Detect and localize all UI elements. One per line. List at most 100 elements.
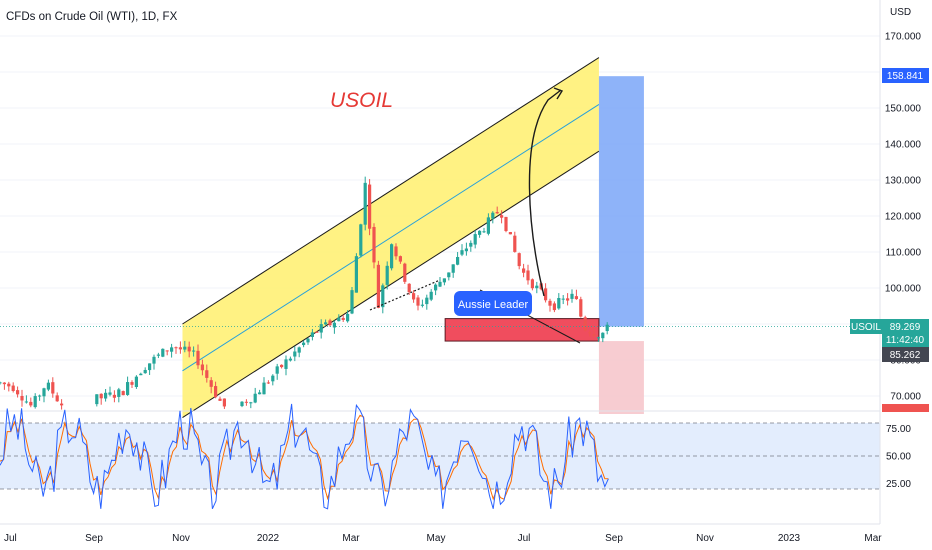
- time-tick-label: 2023: [778, 533, 801, 544]
- candle-up: [46, 382, 50, 390]
- rsi-pane: [0, 403, 880, 510]
- price-tick-label: 120.000: [885, 212, 922, 223]
- candle-down: [11, 385, 15, 391]
- candle-down: [517, 253, 521, 267]
- candle-down: [29, 401, 33, 406]
- candle-up: [332, 322, 336, 328]
- candle-up: [0, 382, 2, 384]
- target-price-text: 158.841: [887, 71, 924, 82]
- candle-up: [491, 212, 495, 219]
- candle-up: [293, 351, 297, 357]
- candle-down: [579, 299, 583, 317]
- candle-up: [354, 256, 358, 293]
- candle-up: [33, 396, 37, 408]
- candle-down: [574, 296, 578, 300]
- candle-up: [183, 346, 187, 350]
- candle-up: [350, 290, 354, 314]
- candle-up: [253, 393, 257, 403]
- candle-down: [121, 391, 125, 396]
- candle-down: [174, 347, 178, 349]
- candle-up: [359, 224, 363, 256]
- candle-down: [412, 293, 416, 300]
- target-price-tag: 158.841: [882, 68, 929, 83]
- stoch-rsi-signal-line: [0, 414, 609, 501]
- candle-up: [104, 392, 108, 399]
- candle-down: [214, 386, 218, 398]
- candle-down: [20, 395, 24, 401]
- price-tick-label: 170.000: [885, 32, 922, 43]
- time-tick-label: Mar: [864, 533, 882, 544]
- aussie-leader-label: Aussie Leader: [458, 299, 529, 311]
- candle-down: [394, 246, 398, 257]
- candle-down: [495, 212, 499, 214]
- candle-up: [434, 284, 438, 291]
- symbol-text: USOIL: [851, 322, 881, 333]
- entry-zone: [444, 318, 600, 342]
- dotted-trendline: [369, 279, 441, 311]
- price-tick-label: 150.000: [885, 104, 922, 115]
- time-axis-ticks: Jul Sep Nov 2022 Mar May Jul Sep Nov 2023 Mar: [4, 533, 882, 544]
- candle-up: [469, 242, 473, 247]
- candle-down: [508, 232, 512, 235]
- symbol-tag: USOIL: [850, 319, 883, 334]
- candle-up: [319, 324, 323, 333]
- candle-up: [108, 392, 112, 395]
- candle-up: [486, 217, 490, 234]
- candle-down: [55, 395, 59, 402]
- time-tick-label: Sep: [85, 533, 103, 544]
- candle-up: [192, 350, 196, 352]
- projection-arrowhead: [553, 87, 564, 100]
- candle-down: [500, 215, 504, 218]
- candle-up: [425, 297, 429, 305]
- candle-up: [126, 382, 130, 395]
- candle-up: [324, 322, 328, 325]
- candle-up: [271, 375, 275, 382]
- candle-up: [447, 272, 451, 278]
- time-tick-label: Jul: [4, 533, 17, 544]
- candle-up: [95, 394, 99, 405]
- candle-up: [535, 285, 539, 289]
- candle-down: [544, 288, 548, 301]
- candle-up: [240, 401, 244, 407]
- candle-up: [557, 297, 561, 309]
- last-price-tag: 89.269 11:42:40: [882, 319, 929, 347]
- price-axis-bg: [880, 0, 932, 550]
- candle-up: [570, 293, 574, 299]
- stop-price-text: 85.262: [890, 350, 921, 361]
- candle-up: [275, 366, 279, 374]
- candle-up: [390, 244, 394, 269]
- candle-down: [566, 298, 570, 301]
- channel-upper-line: [182, 57, 600, 325]
- candle-up: [297, 347, 301, 353]
- candle-up: [420, 304, 424, 306]
- countdown-text: 11:42:40: [886, 335, 925, 346]
- candle-down: [315, 331, 319, 333]
- time-tick-label: May: [427, 533, 446, 544]
- candle-up: [258, 392, 262, 395]
- price-tick-label: 110.000: [886, 248, 922, 259]
- candle-down: [99, 393, 103, 399]
- time-tick-label: Nov: [172, 533, 190, 544]
- candle-down: [583, 317, 587, 331]
- candle-up: [460, 250, 464, 255]
- rsi-tick-label: 25.00: [886, 479, 911, 490]
- candle-up: [601, 332, 605, 339]
- candle-up: [139, 373, 143, 376]
- candle-up: [605, 324, 609, 332]
- candle-down: [196, 350, 200, 366]
- candle-down: [407, 283, 411, 293]
- candle-down: [165, 350, 169, 352]
- candle-up: [42, 388, 46, 397]
- candle-down: [244, 401, 248, 403]
- rsi-tick-label: 75.00: [886, 424, 911, 435]
- candle-down: [588, 332, 592, 334]
- candle-down: [341, 317, 345, 320]
- candle-down: [522, 268, 526, 273]
- candle-up: [302, 342, 306, 346]
- time-tick-label: Mar: [342, 533, 360, 544]
- aussie-leader-callout[interactable]: Aussie Leader: [454, 291, 532, 316]
- candle-down: [398, 256, 402, 262]
- price-tick-label: 130.000: [885, 176, 922, 187]
- candle-down: [60, 403, 64, 406]
